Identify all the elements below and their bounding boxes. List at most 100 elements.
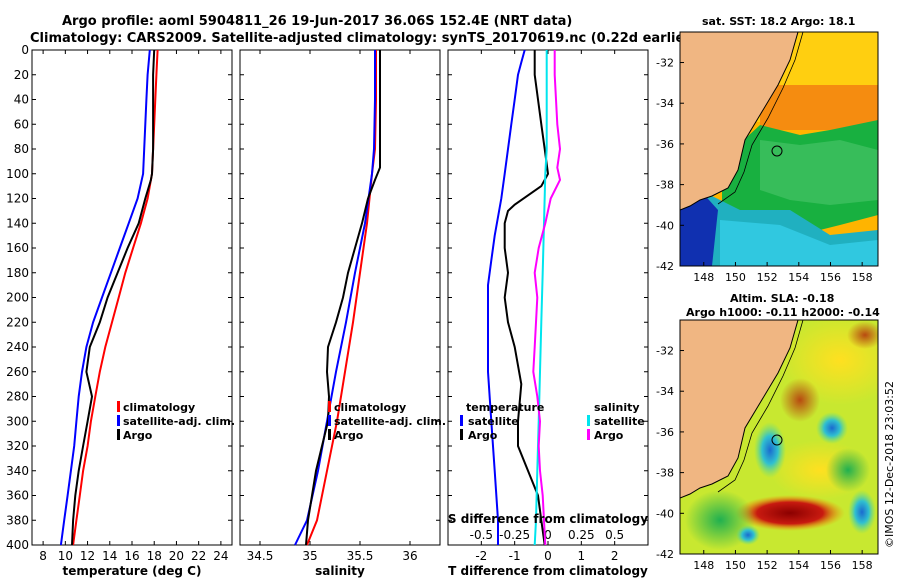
x-tick-label: 18 bbox=[147, 549, 162, 563]
depth-tick-label: 220 bbox=[6, 315, 29, 329]
series-line-satellite-adj-clim- bbox=[59, 49, 151, 546]
depth-tick-label: 280 bbox=[6, 390, 29, 404]
x-tick-label: 14 bbox=[102, 549, 117, 563]
salinity-axes bbox=[239, 49, 441, 546]
x-tick-label: 24 bbox=[213, 549, 228, 563]
x-tick-label: 1 bbox=[578, 549, 586, 563]
depth-tick-label: 200 bbox=[6, 291, 29, 305]
legend-swatch-satellite bbox=[328, 415, 331, 426]
sst-field-lightgreen bbox=[760, 140, 878, 205]
title-line2: Climatology: CARS2009. Satellite-adjuste… bbox=[30, 31, 697, 46]
map-x-tick-label: 152 bbox=[757, 559, 778, 572]
sla-orange-patch bbox=[780, 378, 820, 422]
sst-land bbox=[680, 32, 798, 210]
depth-tick-label: 100 bbox=[6, 167, 29, 181]
depth-tick-label: 240 bbox=[6, 340, 29, 354]
x-tick-label: 35 bbox=[302, 549, 317, 563]
sst-argo-marker bbox=[771, 145, 783, 157]
series-line-t-satellite bbox=[487, 49, 526, 545]
x-tick-label: -1 bbox=[509, 549, 521, 563]
difference-legend-temperature: temperature satellite Argo bbox=[460, 401, 544, 442]
map-x-tick-label: 154 bbox=[788, 559, 809, 572]
map-y-tick-label: -34 bbox=[656, 385, 674, 398]
sla-coastline bbox=[680, 320, 799, 499]
x-tick-label: 16 bbox=[124, 549, 139, 563]
sla-cold-patch-4 bbox=[736, 525, 760, 545]
x-tick-label: 36 bbox=[402, 549, 417, 563]
x2-tick-label: 0.5 bbox=[605, 528, 624, 542]
map-y-tick-label: -42 bbox=[656, 260, 674, 273]
map-x-tick-label: 156 bbox=[820, 559, 841, 572]
sla-map bbox=[680, 320, 878, 554]
sla-orange-patch-2 bbox=[847, 321, 878, 349]
sla-cold-patch bbox=[754, 422, 786, 478]
series-line-argo bbox=[305, 50, 381, 546]
difference-xlabel: T difference from climatology bbox=[448, 564, 648, 578]
map-x-tick-label: 152 bbox=[757, 271, 778, 284]
series-line-argo bbox=[71, 49, 156, 546]
sst-shelf-contour bbox=[717, 32, 804, 205]
legend-label-s-satellite: satellite bbox=[594, 415, 645, 428]
x-tick-label: 20 bbox=[169, 549, 184, 563]
sla-argo-marker bbox=[771, 434, 783, 446]
map-y-tick-label: -32 bbox=[656, 345, 674, 358]
legend-label-climatology: climatology bbox=[334, 401, 406, 414]
map-y-tick-label: -32 bbox=[656, 57, 674, 70]
x-tick-label: 8 bbox=[39, 549, 47, 563]
depth-tick-label: 40 bbox=[14, 93, 29, 107]
difference-legend-salinity: salinity satellite Argo bbox=[587, 401, 645, 442]
map-x-tick-label: 158 bbox=[852, 271, 873, 284]
legend-swatch-s-satellite bbox=[587, 415, 590, 426]
salinity-xlabel: salinity bbox=[315, 564, 365, 578]
legend-swatch-climatology bbox=[328, 401, 331, 412]
legend-swatch-satellite bbox=[117, 415, 120, 426]
sst-map bbox=[680, 32, 878, 266]
depth-tick-label: 360 bbox=[6, 489, 29, 503]
legend-title-salinity: salinity bbox=[594, 401, 640, 414]
x2-tick-label: 0.25 bbox=[568, 528, 595, 542]
series-line-t-argo bbox=[503, 50, 550, 546]
legend-title-temperature: temperature bbox=[466, 401, 544, 414]
depth-tick-label: 160 bbox=[6, 241, 29, 255]
sla-shelf-contour bbox=[717, 320, 804, 493]
x2-tick-label: -0.25 bbox=[499, 528, 530, 542]
x-tick-label: 0 bbox=[544, 549, 552, 563]
map-x-tick-label: 150 bbox=[725, 271, 746, 284]
depth-tick-label: 300 bbox=[6, 414, 29, 428]
legend-label-satellite: satellite-adj. clim. bbox=[123, 415, 235, 428]
map-x-tick-label: 150 bbox=[725, 559, 746, 572]
x2-tick-label: 0 bbox=[544, 528, 552, 542]
title-line1: Argo profile: aoml 5904811_26 19-Jun-201… bbox=[62, 14, 572, 29]
map-x-tick-label: 154 bbox=[788, 271, 809, 284]
x-tick-label: 10 bbox=[58, 549, 73, 563]
sst-field-deep-blue bbox=[680, 190, 718, 266]
temperature-legend: climatology satellite-adj. clim. Argo bbox=[117, 401, 235, 442]
map-x-tick-label: 148 bbox=[693, 559, 714, 572]
legend-label-t-argo: Argo bbox=[468, 429, 498, 442]
x-tick-label: 34.5 bbox=[247, 549, 274, 563]
legend-label-s-argo: Argo bbox=[594, 429, 624, 442]
x-tick-label: 22 bbox=[191, 549, 206, 563]
depth-tick-label: 0 bbox=[21, 43, 29, 57]
map-y-tick-label: -40 bbox=[656, 507, 674, 520]
map-x-tick-label: 156 bbox=[820, 271, 841, 284]
legend-swatch-t-satellite bbox=[460, 415, 463, 426]
depth-tick-label: 60 bbox=[14, 117, 29, 131]
depth-tick-label: 80 bbox=[14, 142, 29, 156]
legend-swatch-argo bbox=[328, 429, 331, 440]
depth-tick-label: 400 bbox=[6, 538, 29, 552]
depth-tick-label: 120 bbox=[6, 192, 29, 206]
map-axis-ticks: 148 150 152 154 156 158 -32 -34 -36 -38 -40 -42 148 1… bbox=[656, 57, 873, 572]
map-y-tick-label: -40 bbox=[656, 219, 674, 232]
legend-label-climatology: climatology bbox=[123, 401, 195, 414]
sla-map-frame bbox=[679, 319, 879, 555]
salinity-legend: climatology satellite-adj. clim. Argo bbox=[328, 401, 446, 442]
series-line-s-satellite bbox=[533, 50, 548, 546]
difference-x2label: S difference from climatology bbox=[448, 512, 648, 526]
map-y-tick-label: -38 bbox=[656, 467, 674, 480]
sla-land bbox=[680, 320, 798, 498]
depth-tick-label: 180 bbox=[6, 266, 29, 280]
map-y-tick-label: -38 bbox=[656, 179, 674, 192]
depth-tick-label: 20 bbox=[14, 68, 29, 82]
